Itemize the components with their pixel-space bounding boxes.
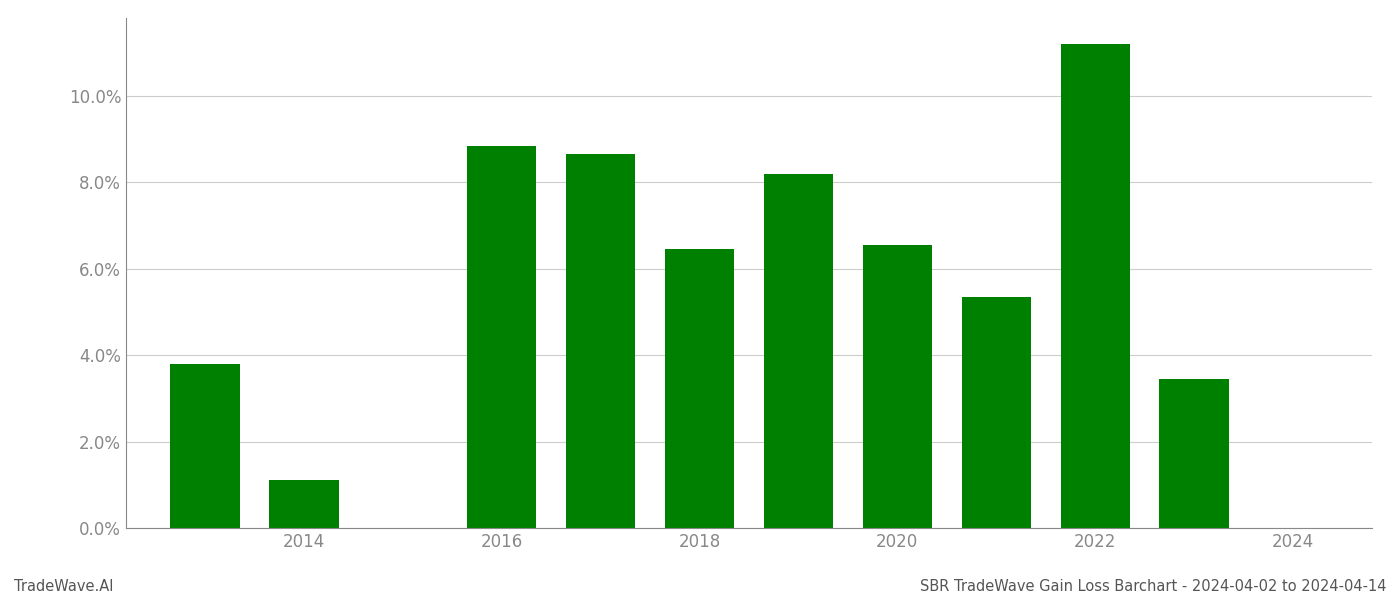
Bar: [1061, 44, 1130, 528]
Text: TradeWave.AI: TradeWave.AI: [14, 579, 113, 594]
Bar: [1159, 379, 1229, 528]
Bar: [468, 145, 536, 528]
Bar: [171, 364, 239, 528]
Bar: [764, 173, 833, 528]
Bar: [862, 245, 932, 528]
Bar: [566, 154, 636, 528]
Bar: [665, 249, 734, 528]
Text: SBR TradeWave Gain Loss Barchart - 2024-04-02 to 2024-04-14: SBR TradeWave Gain Loss Barchart - 2024-…: [920, 579, 1386, 594]
Bar: [269, 481, 339, 528]
Bar: [962, 297, 1030, 528]
